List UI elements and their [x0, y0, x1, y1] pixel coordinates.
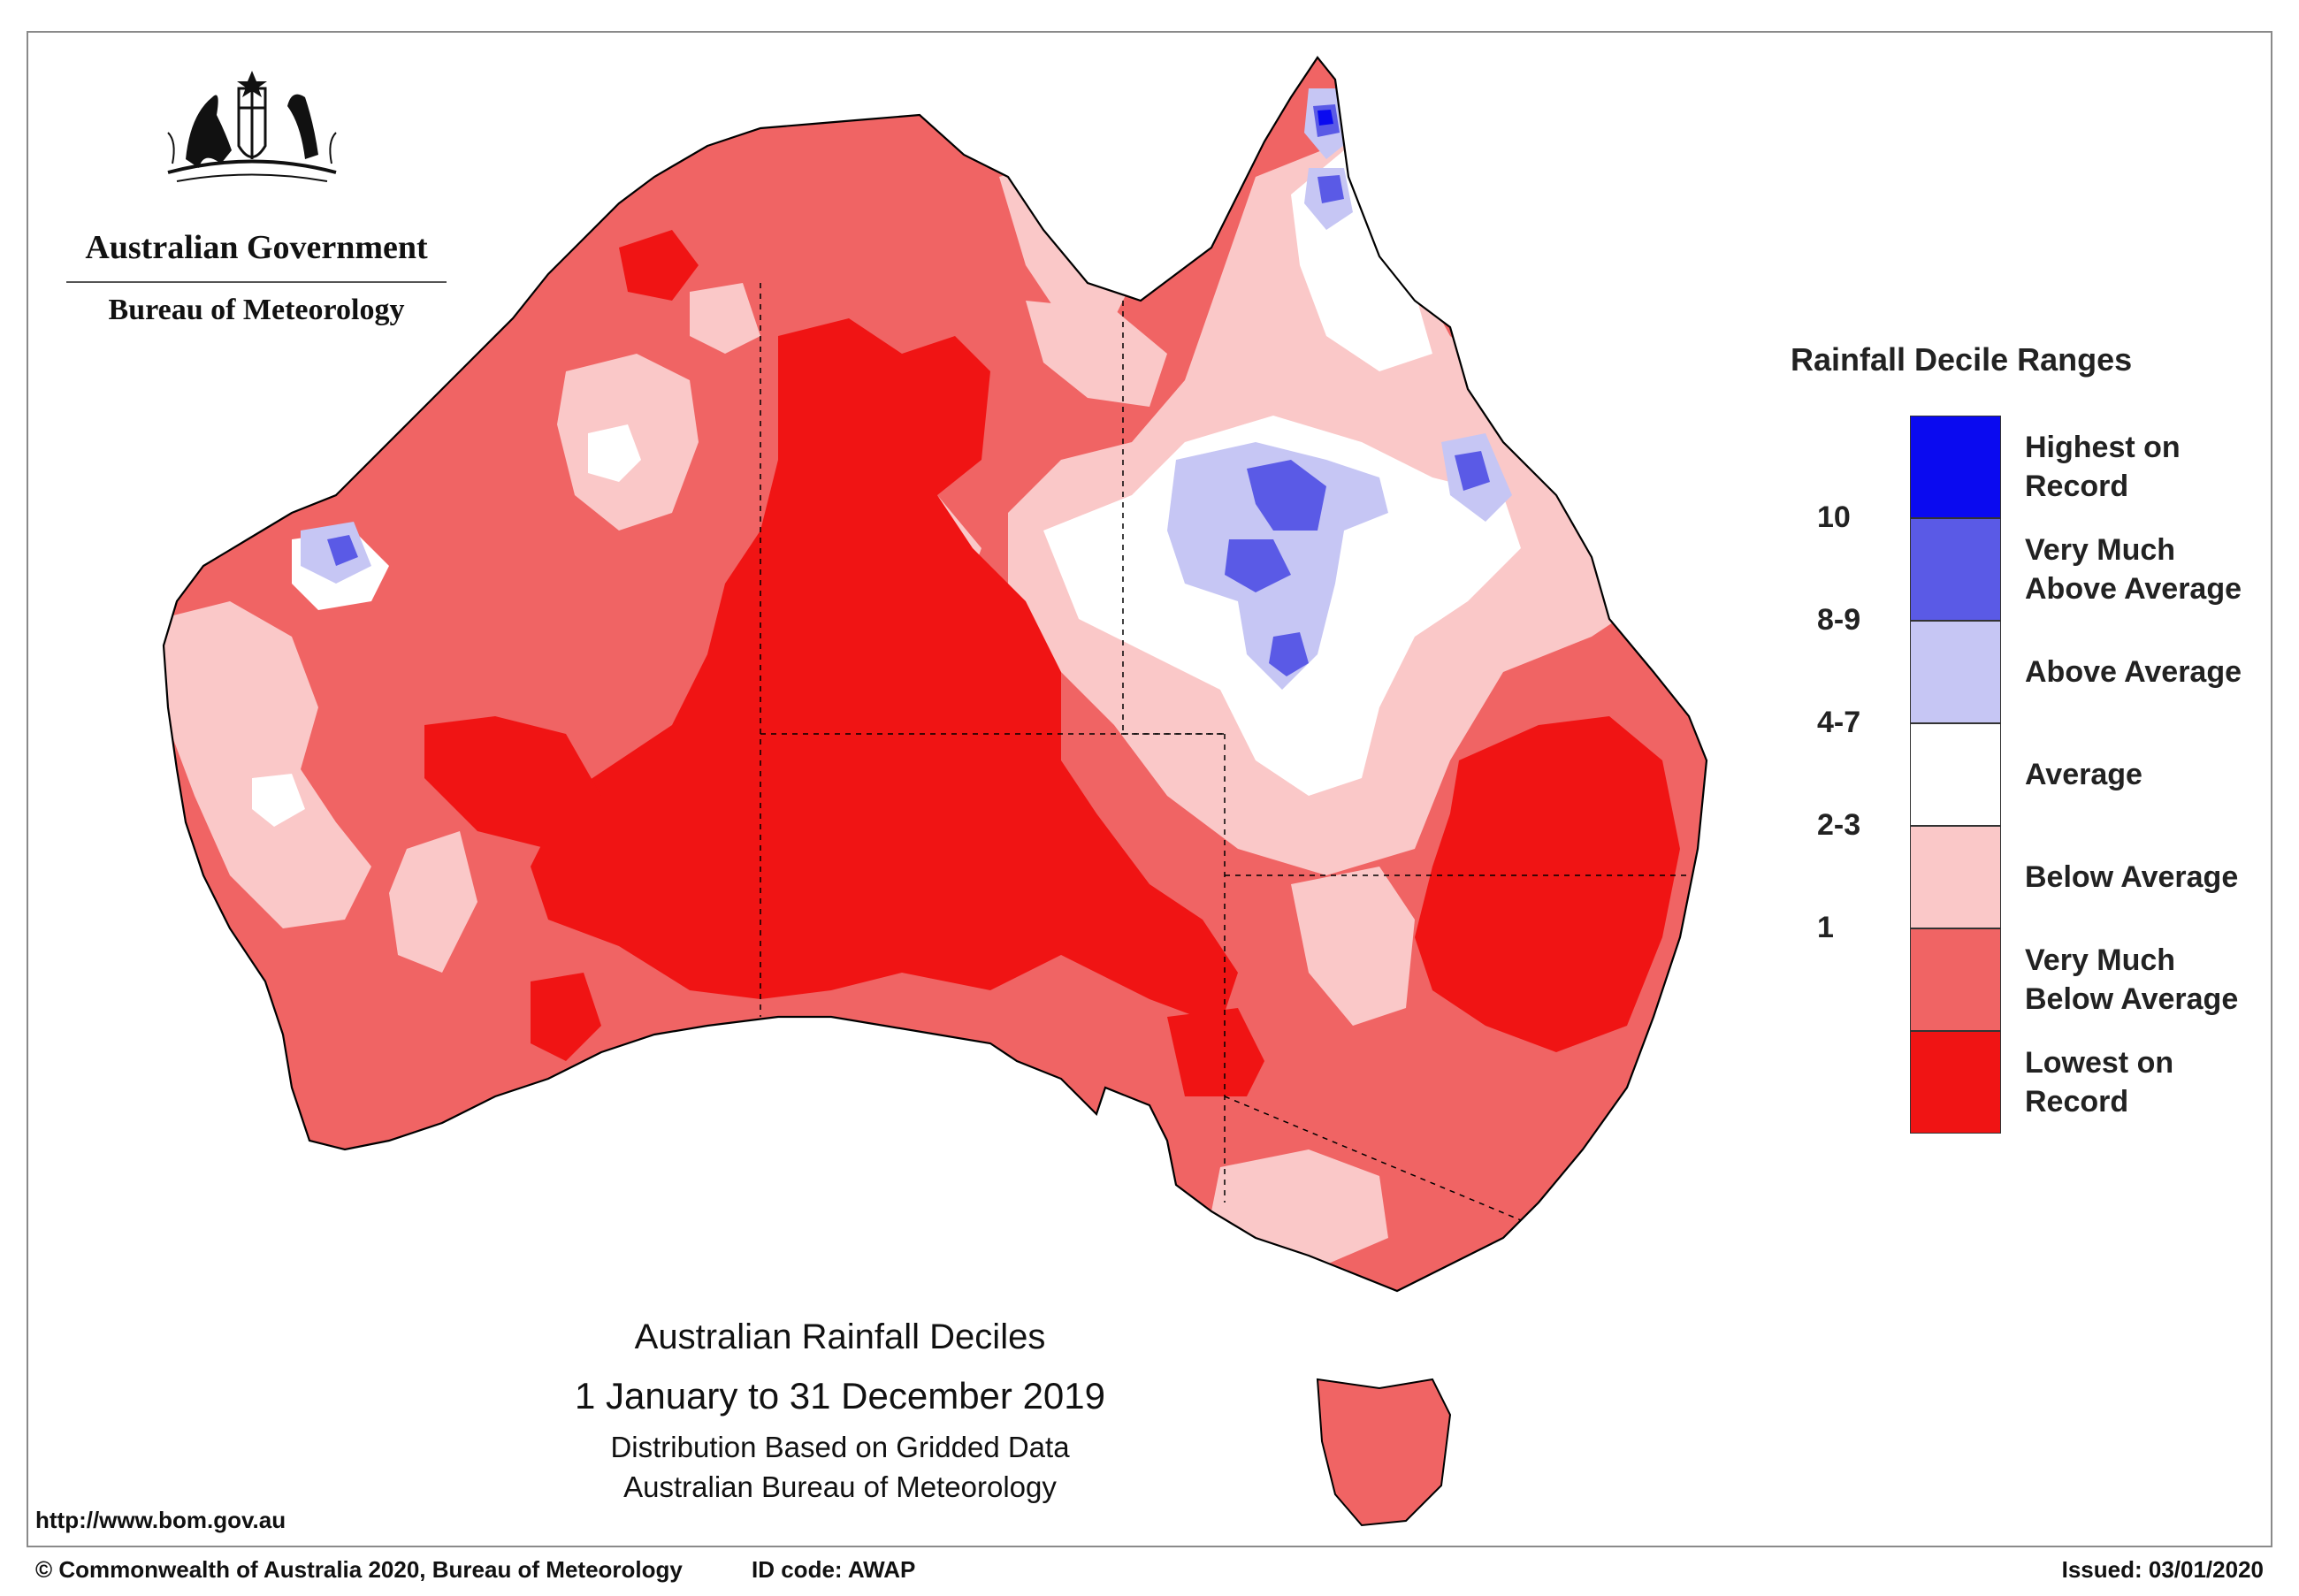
legend-decile: 8-9 — [1817, 603, 1861, 637]
very-much-above-qld-south — [1225, 539, 1291, 592]
legend-label: Average — [2025, 758, 2142, 791]
average-sw-spot — [252, 774, 305, 827]
copyright-text: © Commonwealth of Australia 2020, Bureau… — [35, 1556, 683, 1583]
legend-label: Very Much Below Average — [2025, 943, 2239, 1016]
state-borders — [760, 283, 1689, 1221]
below-average-south-west — [389, 831, 477, 973]
lowest-on-record-north — [619, 230, 699, 301]
legend-label: Below Average — [2025, 860, 2239, 894]
very-much-above-qld — [1247, 460, 1326, 531]
legend-row: 4-7 Average — [1817, 706, 2142, 826]
government-title: Australian Government — [85, 229, 428, 266]
map-title: Australian Rainfall Deciles — [634, 1317, 1046, 1356]
average-wa-spot — [588, 424, 641, 482]
lowest-on-record-nsw — [1415, 716, 1680, 1052]
below-average-top-end — [1026, 301, 1167, 407]
agency-title: Bureau of Meteorology — [108, 294, 405, 326]
legend-label: Highest on Record — [2025, 431, 2181, 503]
legend-label: Above Average — [2025, 655, 2242, 689]
map-source: Australian Bureau of Meteorology — [623, 1470, 1057, 1503]
legend-decile: 10 — [1817, 500, 1851, 534]
legend-swatch — [1910, 416, 2001, 518]
legend-swatch — [1910, 518, 2001, 621]
id-code-text: ID code: AWAP — [752, 1556, 916, 1583]
legend-title: Rainfall Decile Ranges — [1791, 341, 2133, 378]
legend-row: 2-3 Below Average — [1817, 808, 2238, 928]
lowest-on-record-sw-spot — [531, 973, 601, 1061]
lowest-on-record-sa-spot — [1167, 1008, 1264, 1096]
legend-decile: 4-7 — [1817, 706, 1861, 739]
very-much-above-qld-spot — [1269, 632, 1309, 676]
legend-row: Lowest on Record — [1910, 1031, 2173, 1134]
map-distribution-note: Distribution Based on Gridded Data — [610, 1431, 1070, 1463]
tasmania-outline — [1316, 1378, 1452, 1527]
header-divider — [66, 281, 447, 283]
highest-on-record-cape — [1318, 110, 1333, 126]
legend-swatch — [1910, 928, 2001, 1031]
very-much-above-wa — [327, 535, 358, 566]
legend-row: 1 Very Much Below Average — [1817, 911, 2238, 1031]
legend-label: Lowest on Record — [2025, 1046, 2174, 1119]
map-frame — [27, 31, 2272, 1547]
legend-swatch — [1910, 723, 2001, 826]
below-average-west-coast — [164, 601, 371, 928]
legend-swatch — [1910, 1031, 2001, 1134]
legend-swatch — [1910, 621, 2001, 723]
lowest-on-record-central — [531, 318, 1238, 1026]
very-much-above-qld-coast — [1455, 451, 1490, 491]
coastline — [162, 56, 1708, 1293]
bom-url-link[interactable]: http://www.bom.gov.au — [35, 1507, 286, 1533]
legend-row: 10 Very Much Above Average — [1817, 500, 2242, 621]
legend-swatch — [1910, 826, 2001, 928]
border-nsw-vic — [1224, 1096, 1522, 1221]
coat-of-arms-icon — [167, 71, 337, 182]
legend-row: 8-9 Above Average — [1817, 603, 2242, 723]
below-average-kimberley — [690, 283, 760, 354]
issued-date: Issued: 03/01/2020 — [2061, 1556, 2264, 1583]
lowest-on-record-west — [424, 716, 601, 849]
below-average-sa-east — [1291, 867, 1415, 1026]
legend-label: Very Much Above Average — [2025, 533, 2242, 606]
legend-row: Highest on Record — [1910, 416, 2181, 518]
below-average-victoria — [1211, 1149, 1388, 1264]
very-much-above-cape-mid — [1318, 175, 1344, 203]
legend-decile: 1 — [1817, 911, 1834, 944]
legend-decile: 2-3 — [1817, 808, 1861, 842]
map-date-range: 1 January to 31 December 2019 — [574, 1375, 1106, 1417]
